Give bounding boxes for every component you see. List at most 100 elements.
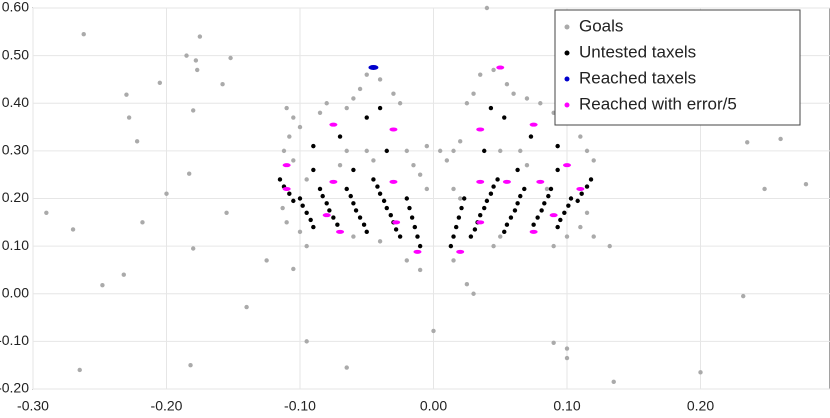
x-tick-label: -0.20 <box>151 398 183 413</box>
point <box>745 140 750 145</box>
point <box>244 304 249 310</box>
point <box>304 210 309 215</box>
point <box>335 222 340 227</box>
point <box>157 80 163 85</box>
point <box>389 179 398 184</box>
point <box>456 249 465 254</box>
point <box>197 34 203 39</box>
point <box>803 182 809 187</box>
point <box>562 210 567 215</box>
point <box>351 234 356 239</box>
point <box>397 101 403 106</box>
point <box>351 167 356 173</box>
point <box>458 139 463 144</box>
point <box>578 224 583 230</box>
x-tick-label: -0.10 <box>284 398 316 413</box>
point <box>291 198 296 204</box>
legend-marker <box>564 50 570 56</box>
point <box>297 124 303 130</box>
point <box>264 258 269 263</box>
point <box>476 179 485 184</box>
point <box>498 148 503 154</box>
point <box>364 72 369 77</box>
point <box>424 186 430 192</box>
point <box>524 96 530 101</box>
point <box>124 92 129 97</box>
point <box>491 243 496 249</box>
point <box>468 234 474 239</box>
point <box>364 229 369 235</box>
point <box>607 243 612 249</box>
point <box>336 229 345 234</box>
point <box>364 115 369 120</box>
point <box>364 148 369 154</box>
point <box>377 77 383 82</box>
point <box>778 136 783 142</box>
point <box>409 215 415 220</box>
point <box>584 148 590 154</box>
point <box>471 91 476 96</box>
point <box>304 339 309 344</box>
point <box>291 115 296 120</box>
point <box>388 212 393 218</box>
point <box>404 196 410 201</box>
point <box>70 227 76 232</box>
point <box>472 227 478 232</box>
point <box>456 215 462 220</box>
point <box>611 379 616 385</box>
point <box>504 82 510 87</box>
point <box>377 191 383 196</box>
y-tick-label: -0.10 <box>0 332 29 348</box>
legend-marker <box>564 102 570 108</box>
point <box>351 201 356 206</box>
point <box>741 293 746 299</box>
point <box>357 215 363 220</box>
legend-label: Reached with error/5 <box>579 94 737 113</box>
point <box>377 239 383 244</box>
point <box>495 177 500 182</box>
point <box>348 193 353 199</box>
point <box>195 67 200 73</box>
point <box>471 291 476 296</box>
point <box>437 148 443 154</box>
point <box>542 201 547 206</box>
point <box>555 224 560 230</box>
point <box>186 171 192 176</box>
legend-box <box>554 9 801 126</box>
point <box>324 101 329 106</box>
point <box>451 258 456 263</box>
point <box>304 243 309 249</box>
point <box>448 243 454 249</box>
point <box>280 205 285 211</box>
y-tick-label: 0.40 <box>2 94 29 110</box>
point <box>502 179 511 184</box>
point <box>297 229 303 235</box>
y-tick-label: 0.30 <box>2 142 29 158</box>
point <box>371 177 376 182</box>
point <box>397 234 403 239</box>
legend-label: Reached taxels <box>579 68 696 87</box>
point <box>351 96 356 101</box>
point <box>282 186 291 191</box>
point <box>331 215 336 220</box>
point <box>311 224 316 230</box>
point <box>458 196 463 201</box>
point <box>512 208 518 213</box>
point <box>344 148 349 154</box>
point <box>451 234 456 239</box>
point <box>482 205 487 211</box>
point <box>391 91 396 96</box>
point <box>536 179 545 184</box>
point <box>381 198 387 204</box>
point <box>476 127 485 132</box>
point <box>311 167 316 173</box>
point <box>417 172 423 177</box>
point <box>453 224 459 230</box>
point <box>578 134 583 139</box>
legend-marker <box>564 24 570 30</box>
point <box>464 101 470 106</box>
point <box>368 65 379 71</box>
point <box>284 105 289 111</box>
point <box>329 122 338 127</box>
